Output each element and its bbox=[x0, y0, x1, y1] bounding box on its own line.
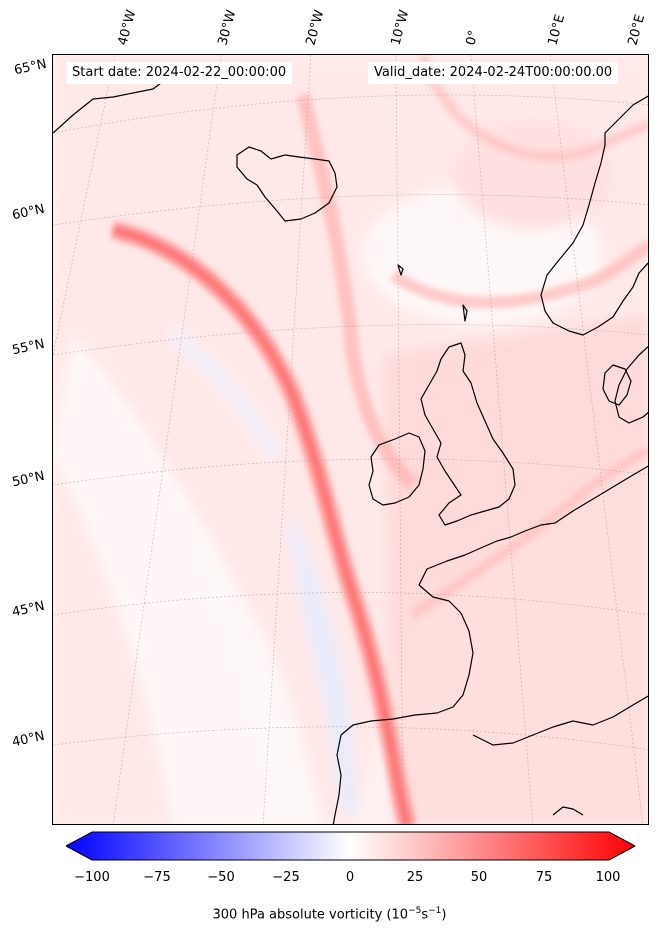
lat-label-60n: 60°N bbox=[10, 201, 46, 224]
vorticity-filament bbox=[111, 55, 648, 824]
lat-label-55n: 55°N bbox=[10, 336, 46, 359]
colorbar bbox=[66, 831, 635, 861]
lon-label-10e: 10°E bbox=[545, 12, 569, 48]
colorbar-tick: 100 bbox=[595, 870, 621, 885]
colorbar-tick: 50 bbox=[470, 870, 488, 885]
colorbar-gradient bbox=[66, 831, 635, 861]
lon-label-20e: 20°E bbox=[625, 12, 649, 48]
vorticity-field bbox=[53, 55, 648, 824]
colorbar-label: 300 hPa absolute vorticity (10−5s−1) bbox=[212, 906, 447, 923]
lat-label-50n: 50°N bbox=[10, 468, 46, 491]
map-canvas bbox=[53, 55, 648, 824]
lon-label-20w: 20°W bbox=[303, 8, 328, 47]
colorbar-tick: 75 bbox=[535, 870, 553, 885]
coastlines bbox=[53, 76, 648, 824]
lon-label-30w: 30°W bbox=[215, 8, 240, 47]
colorbar-tick: 0 bbox=[345, 870, 355, 885]
graticule bbox=[53, 55, 648, 824]
lon-label-0: 0° bbox=[463, 28, 482, 47]
lat-label-40n: 40°N bbox=[10, 728, 46, 751]
colorbar-tick: −75 bbox=[143, 870, 171, 885]
colorbar-tick: −25 bbox=[272, 870, 300, 885]
lat-label-45n: 45°N bbox=[10, 598, 46, 621]
colorbar-tick: 25 bbox=[406, 870, 424, 885]
colorbar-tick: −100 bbox=[74, 870, 110, 885]
lon-label-10w: 10°W bbox=[388, 8, 413, 47]
lat-label-65n: 65°N bbox=[12, 56, 48, 79]
lon-label-40w: 40°W bbox=[115, 8, 140, 47]
vorticity-map bbox=[52, 54, 649, 825]
start-date-label: Start date: 2024-02-22_00:00:00 bbox=[66, 62, 293, 84]
valid-date-label: Valid_date: 2024-02-24T00:00:00.00 bbox=[368, 62, 619, 84]
colorbar-tick: −50 bbox=[207, 870, 235, 885]
